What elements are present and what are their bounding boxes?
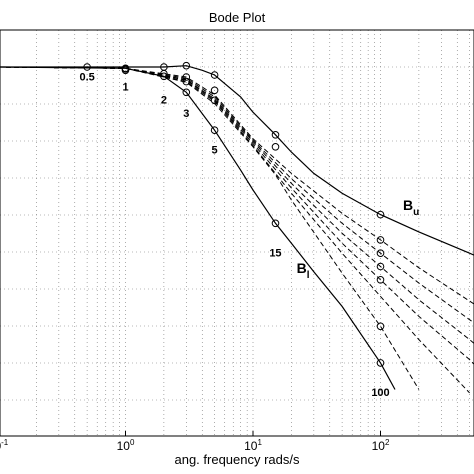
plot-frame <box>0 29 474 437</box>
x-tick-label: 102 <box>372 438 390 453</box>
x-tick-marks: 10-1 100 101 102 <box>0 431 390 453</box>
data-point-marker <box>160 72 168 81</box>
data-point-marker <box>182 61 191 70</box>
data-point-marker <box>210 86 219 95</box>
x-tick-label: 101 <box>244 438 262 453</box>
point-label: 100 <box>371 387 389 399</box>
x-tick-label: 10-1 <box>0 438 9 453</box>
data-point-marker <box>182 73 191 81</box>
data-point-marker <box>376 359 385 367</box>
data-point-marker <box>83 63 91 71</box>
series-label: Bu <box>403 197 419 218</box>
series-line-dashed-4 <box>0 66 474 345</box>
plot-curves <box>0 65 474 394</box>
data-point-marker <box>210 71 219 79</box>
point-label: 2 <box>161 95 167 107</box>
data-point-marker <box>376 210 385 219</box>
series-line-dashed-5 <box>0 66 474 365</box>
data-point-marker <box>376 236 385 244</box>
data-point-marker <box>376 262 385 271</box>
data-point-marker <box>271 219 280 228</box>
series-line-b-l <box>0 66 396 390</box>
point-annotations: 0.5 1 2 3 5 15 100 Bu Bl <box>79 71 419 399</box>
data-point-marker <box>121 66 130 75</box>
point-label: 5 <box>212 144 218 156</box>
data-point-marker <box>160 69 168 78</box>
data-point-marker <box>210 96 219 105</box>
data-point-marker <box>210 126 219 134</box>
point-label: 0.5 <box>79 71 94 83</box>
series-line-dashed-3 <box>0 66 474 324</box>
plot-markers <box>83 61 385 367</box>
point-label: 3 <box>183 108 189 120</box>
series-label: Bl <box>297 260 310 281</box>
data-point-marker <box>376 276 385 284</box>
data-point-marker <box>376 322 385 331</box>
grid-lines <box>0 30 474 436</box>
data-point-marker <box>271 131 280 139</box>
data-point-marker <box>376 249 385 257</box>
point-label: 15 <box>269 248 281 260</box>
data-point-marker <box>182 77 191 86</box>
series-line-dashed-6 <box>0 66 470 394</box>
data-point-marker <box>271 143 280 151</box>
x-tick-label: 100 <box>117 438 135 453</box>
data-point-marker <box>182 88 191 97</box>
point-label: 1 <box>122 81 128 93</box>
series-line-b-u <box>0 65 474 256</box>
x-axis-label: ang. frequency rads/s <box>174 452 300 467</box>
chart-title: Bode Plot <box>209 10 266 25</box>
series-line-dashed-7 <box>0 66 420 390</box>
